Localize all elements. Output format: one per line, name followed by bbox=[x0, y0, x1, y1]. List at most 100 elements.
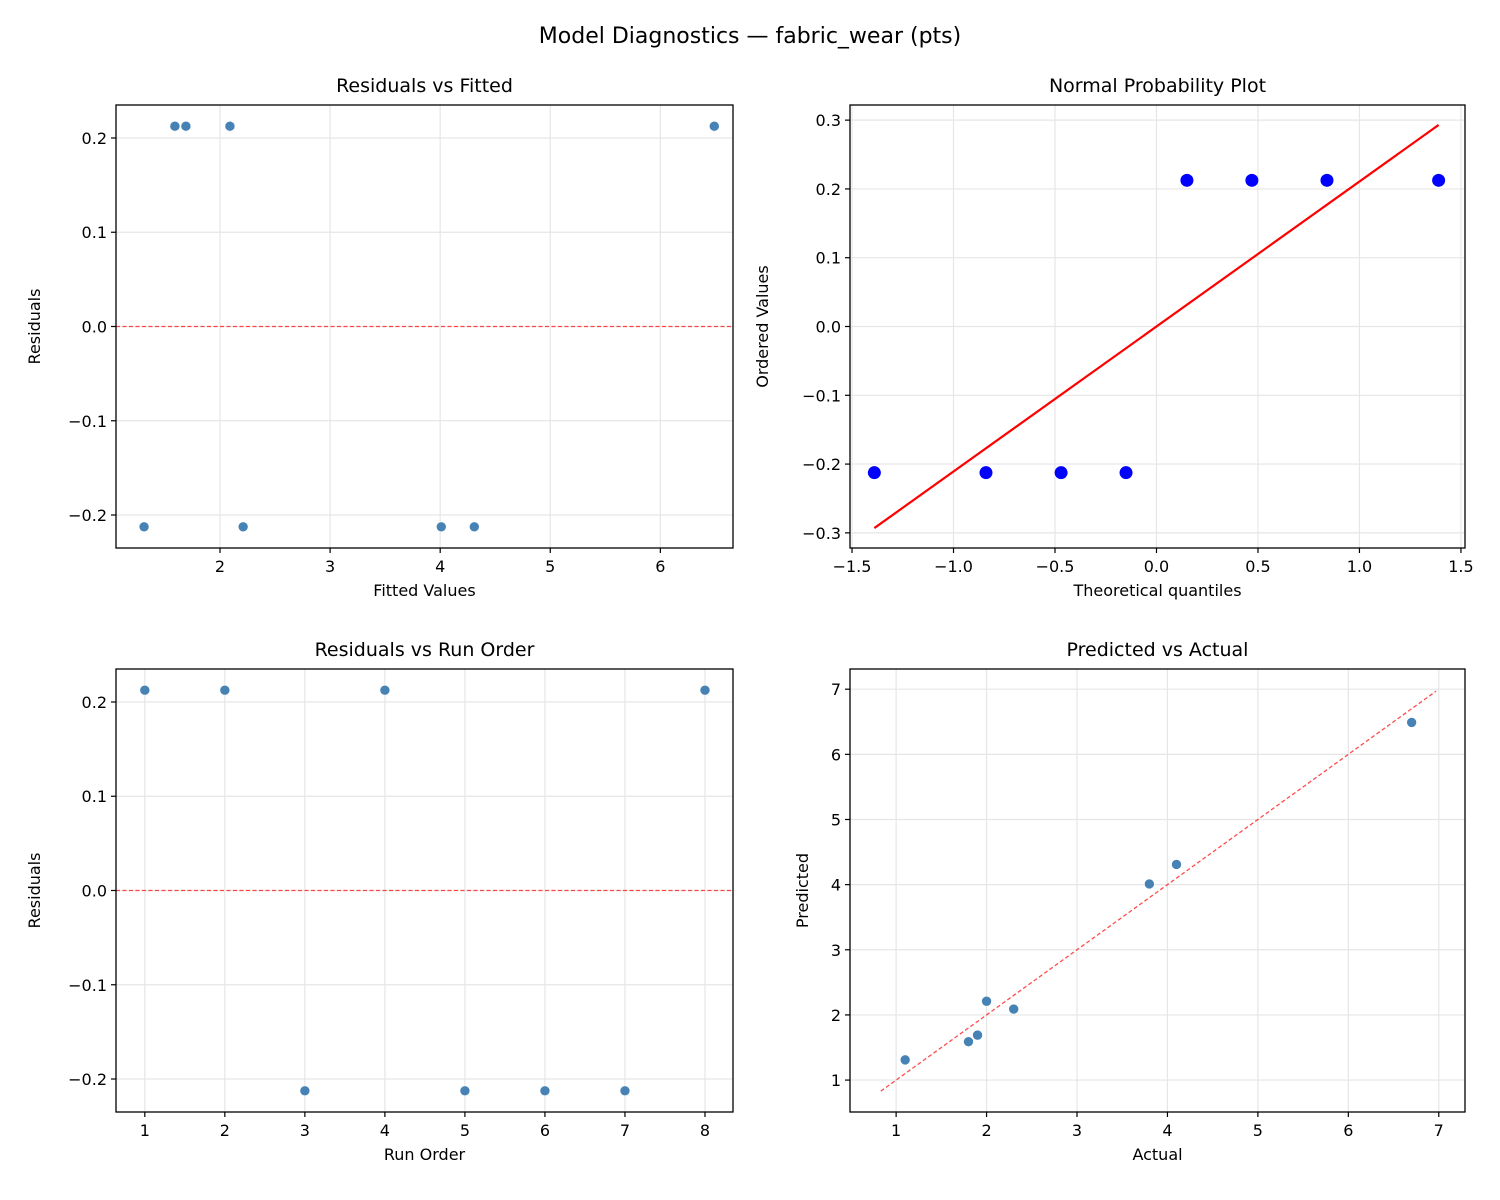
y-tick-label: 0.1 bbox=[82, 223, 107, 242]
x-tick-label: 1.5 bbox=[1448, 557, 1473, 576]
data-point bbox=[1054, 466, 1068, 480]
x-tick-label: 5 bbox=[545, 557, 555, 576]
resid-fitted-panel: 2 3 4 5 6 −0.2 −0.1 0.0 0.1 0.2 Residuals vs Fitte… bbox=[25, 75, 734, 600]
y-tick-label: 0.0 bbox=[82, 882, 107, 901]
data-point bbox=[435, 521, 447, 533]
x-tick-label: −0.5 bbox=[1036, 557, 1075, 576]
y-tick-label: 0.0 bbox=[816, 318, 841, 337]
figure-title: Model Diagnostics — fabric_wear (pts) bbox=[539, 24, 961, 49]
y-tick-label: −0.2 bbox=[68, 1070, 107, 1089]
data-point bbox=[972, 1029, 983, 1041]
data-point bbox=[138, 521, 150, 533]
y-axis-label: Ordered Values bbox=[753, 265, 772, 387]
fit-reference-line bbox=[880, 690, 1437, 1092]
x-tick-label: −1.5 bbox=[833, 557, 872, 576]
x-tick-label: 6 bbox=[1343, 1121, 1353, 1140]
y-tick-label: 0.1 bbox=[82, 787, 107, 806]
data-point bbox=[1406, 717, 1417, 728]
subplot-title: Residuals vs Fitted bbox=[336, 75, 513, 97]
normal-prob-panel: −1.5 −1.0 −0.5 0.0 0.5 1.0 1.5 −0.3 −0.2 −0.1 0.0 0… bbox=[753, 75, 1474, 600]
x-tick-label: 3 bbox=[325, 557, 335, 576]
data-point bbox=[1245, 173, 1259, 187]
data-point bbox=[299, 1085, 311, 1097]
data-point bbox=[1432, 173, 1446, 187]
y-tick-label: 5 bbox=[831, 810, 841, 829]
data-point bbox=[237, 521, 249, 533]
x-tick-label: 7 bbox=[1434, 1121, 1444, 1140]
y-tick-label: 0.1 bbox=[816, 249, 841, 268]
data-point bbox=[1320, 173, 1334, 187]
x-tick-label: 8 bbox=[700, 1121, 710, 1140]
data-point bbox=[1119, 466, 1133, 480]
y-tick-label: −0.3 bbox=[802, 524, 841, 543]
y-tick-label: 2 bbox=[831, 1006, 841, 1025]
x-tick-label: 5 bbox=[1253, 1121, 1263, 1140]
x-tick-label: 3 bbox=[300, 1121, 310, 1140]
data-point bbox=[1008, 1003, 1019, 1015]
subplot-title: Residuals vs Run Order bbox=[315, 639, 535, 661]
x-axis-label: Actual bbox=[1132, 1145, 1182, 1164]
y-tick-label: −0.2 bbox=[802, 455, 841, 474]
data-point bbox=[219, 684, 231, 696]
data-point bbox=[619, 1085, 631, 1097]
y-axis-label: Residuals bbox=[25, 853, 44, 929]
data-point bbox=[539, 1085, 551, 1097]
y-tick-label: 3 bbox=[831, 941, 841, 960]
y-tick-label: 1 bbox=[831, 1071, 841, 1090]
data-point bbox=[459, 1085, 471, 1097]
data-point bbox=[981, 995, 992, 1007]
data-point bbox=[979, 466, 993, 480]
data-point bbox=[469, 521, 480, 533]
x-tick-label: 4 bbox=[1162, 1121, 1172, 1140]
x-axis-label: Run Order bbox=[384, 1145, 466, 1164]
x-tick-label: 6 bbox=[540, 1121, 550, 1140]
y-tick-label: −0.1 bbox=[68, 412, 107, 431]
x-tick-label: 2 bbox=[220, 1121, 230, 1140]
x-tick-label: 1.0 bbox=[1347, 557, 1372, 576]
data-point bbox=[1144, 878, 1155, 890]
x-tick-label: 6 bbox=[655, 557, 665, 576]
pred-actual-panel: 1 2 3 4 5 6 7 1 2 3 4 5 6 7 Predicted vs Actual Actual P… bbox=[793, 639, 1466, 1164]
x-tick-label: 4 bbox=[435, 557, 445, 576]
x-tick-label: 5 bbox=[460, 1121, 470, 1140]
y-tick-label: 0.2 bbox=[82, 129, 107, 148]
x-tick-label: 2 bbox=[981, 1121, 991, 1140]
y-tick-label: 4 bbox=[831, 876, 841, 895]
y-tick-label: 7 bbox=[831, 680, 841, 699]
x-axis-label: Theoretical quantiles bbox=[1072, 581, 1241, 600]
axes-frame bbox=[849, 668, 1466, 1113]
fit-reference-line bbox=[873, 124, 1440, 529]
y-tick-label: −0.1 bbox=[802, 386, 841, 405]
data-point bbox=[139, 684, 151, 696]
data-point bbox=[699, 684, 711, 696]
x-tick-label: 4 bbox=[380, 1121, 390, 1140]
data-point bbox=[224, 120, 236, 132]
y-tick-label: 0.0 bbox=[82, 318, 107, 337]
data-point bbox=[1171, 859, 1182, 870]
data-point bbox=[169, 120, 181, 132]
x-tick-label: 7 bbox=[620, 1121, 630, 1140]
subplot-title: Normal Probability Plot bbox=[1049, 75, 1266, 97]
x-tick-label: 3 bbox=[1072, 1121, 1082, 1140]
data-point bbox=[1180, 173, 1194, 187]
y-tick-label: 0.3 bbox=[816, 111, 841, 130]
data-point bbox=[180, 120, 192, 132]
x-tick-label: 1 bbox=[140, 1121, 150, 1140]
y-tick-label: 6 bbox=[831, 745, 841, 764]
y-tick-label: 0.2 bbox=[816, 180, 841, 199]
x-tick-label: −1.0 bbox=[934, 557, 973, 576]
x-tick-label: 0.0 bbox=[1144, 557, 1169, 576]
y-tick-label: 0.2 bbox=[82, 693, 107, 712]
x-tick-label: 0.5 bbox=[1245, 557, 1270, 576]
data-point bbox=[899, 1054, 911, 1066]
resid-order-panel: 1 2 3 4 5 6 7 8 −0.2 −0.1 0.0 0.1 0.2 Residuals vs Ru… bbox=[25, 639, 734, 1164]
data-point bbox=[867, 466, 881, 480]
y-axis-label: Predicted bbox=[793, 853, 812, 928]
data-point bbox=[379, 684, 391, 696]
subplot-title: Predicted vs Actual bbox=[1067, 639, 1249, 661]
x-tick-label: 2 bbox=[215, 557, 225, 576]
y-axis-label: Residuals bbox=[25, 289, 44, 365]
x-axis-label: Fitted Values bbox=[373, 581, 475, 600]
y-tick-label: −0.2 bbox=[68, 506, 107, 525]
